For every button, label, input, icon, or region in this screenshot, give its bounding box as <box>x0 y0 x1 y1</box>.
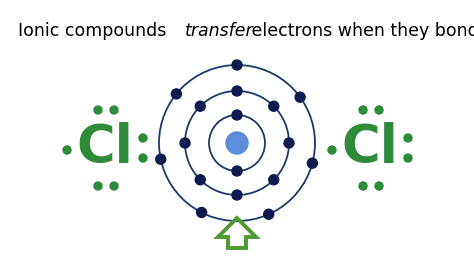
Circle shape <box>180 138 190 148</box>
Circle shape <box>232 86 242 96</box>
Text: Cl: Cl <box>77 122 133 174</box>
Circle shape <box>197 207 207 218</box>
Circle shape <box>375 106 383 114</box>
Circle shape <box>404 134 412 142</box>
Circle shape <box>195 175 205 185</box>
Circle shape <box>269 175 279 185</box>
Circle shape <box>94 182 102 190</box>
Circle shape <box>195 101 205 111</box>
Circle shape <box>232 190 242 200</box>
Circle shape <box>226 132 248 154</box>
Text: transfer: transfer <box>185 22 254 40</box>
Circle shape <box>328 146 336 154</box>
Circle shape <box>110 182 118 190</box>
Circle shape <box>359 106 367 114</box>
Circle shape <box>232 60 242 70</box>
Circle shape <box>94 106 102 114</box>
Circle shape <box>63 146 71 154</box>
Circle shape <box>375 182 383 190</box>
Text: electrons when they bond.: electrons when they bond. <box>246 22 474 40</box>
Circle shape <box>172 89 182 99</box>
Circle shape <box>232 110 242 120</box>
Circle shape <box>307 158 317 168</box>
Circle shape <box>264 209 273 219</box>
Text: Ionic compounds: Ionic compounds <box>18 22 172 40</box>
Text: Cl: Cl <box>342 122 398 174</box>
Circle shape <box>155 154 166 164</box>
Circle shape <box>284 138 294 148</box>
Circle shape <box>404 154 412 162</box>
Circle shape <box>269 101 279 111</box>
Circle shape <box>139 134 147 142</box>
Circle shape <box>110 106 118 114</box>
Circle shape <box>232 166 242 176</box>
Circle shape <box>139 154 147 162</box>
Circle shape <box>295 92 305 102</box>
Circle shape <box>359 182 367 190</box>
